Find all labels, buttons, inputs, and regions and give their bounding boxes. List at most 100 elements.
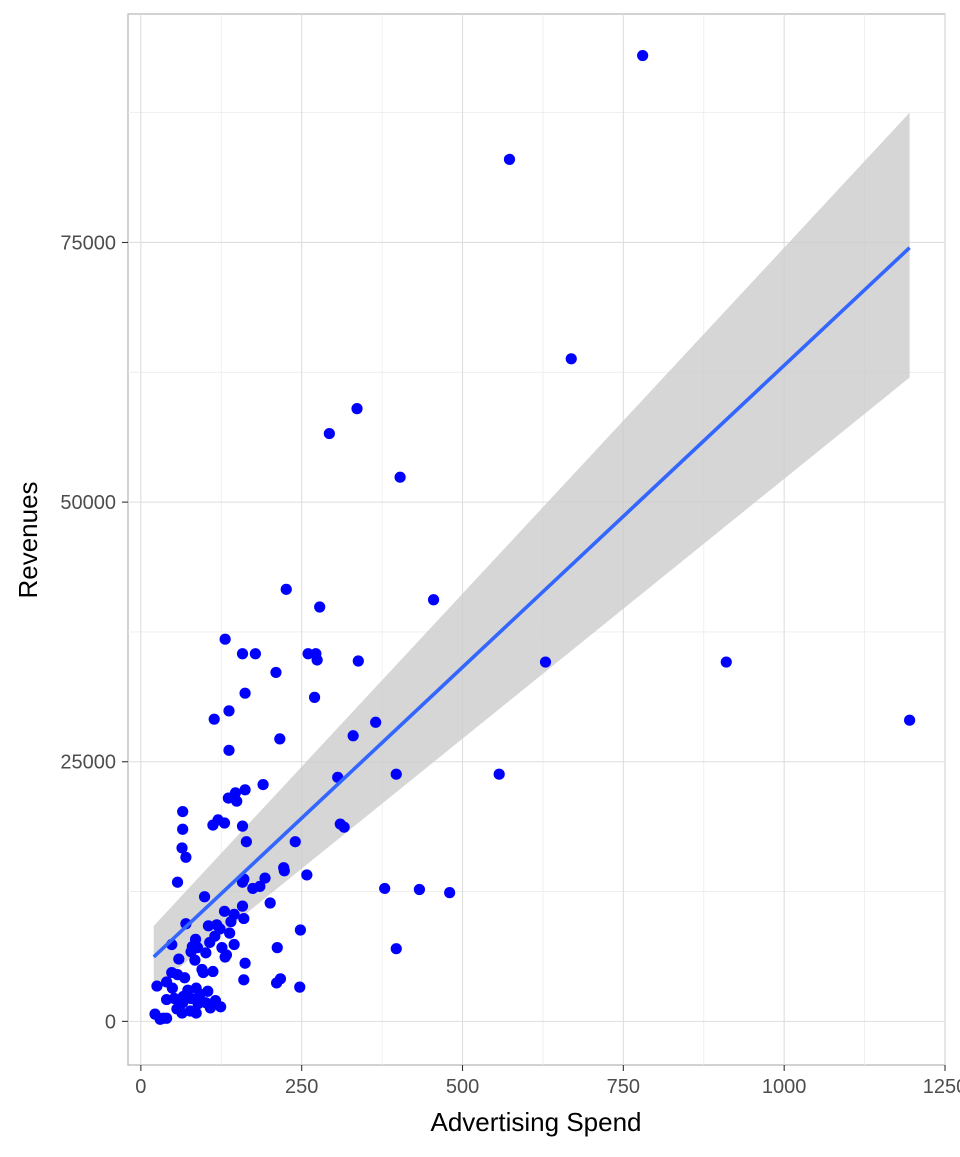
data-point [338, 821, 350, 833]
points-layer [149, 49, 916, 1025]
data-point [215, 1001, 227, 1013]
data-point [197, 966, 209, 979]
data-point [204, 936, 216, 949]
data-point [207, 965, 219, 978]
data-point [720, 656, 732, 668]
data-point [238, 974, 250, 986]
data-point [259, 872, 271, 884]
data-point [190, 1007, 202, 1019]
data-point [565, 353, 577, 365]
data-point [239, 687, 251, 699]
data-point [160, 993, 173, 1006]
data-point [236, 900, 249, 912]
data-point [271, 942, 283, 954]
data-point [370, 716, 382, 728]
confidence-band [153, 112, 910, 989]
data-point [264, 897, 276, 909]
y-tick-label: 25000 [60, 752, 116, 774]
data-point [271, 977, 283, 989]
data-point [173, 953, 185, 965]
data-point [219, 951, 231, 963]
data-point [427, 594, 440, 606]
data-point [207, 819, 219, 831]
data-point [314, 601, 326, 613]
data-point [352, 655, 364, 667]
data-point [176, 1007, 188, 1019]
x-tick-label: 0 [135, 1076, 146, 1098]
data-point [204, 1002, 216, 1014]
data-point [238, 912, 250, 925]
x-tick-label: 250 [285, 1076, 318, 1098]
x-tick-label: 750 [607, 1076, 640, 1098]
data-point [218, 817, 231, 829]
y-axis-ticks: 0 25000 50000 75000 [60, 232, 128, 1033]
fit-line-layer [152, 246, 911, 959]
data-point [200, 947, 212, 959]
data-point [278, 865, 290, 877]
data-point [301, 869, 313, 881]
data-point [202, 920, 215, 932]
data-point [444, 887, 456, 899]
data-point [228, 938, 240, 951]
data-point [224, 927, 236, 939]
data-point [257, 778, 269, 791]
data-point [180, 851, 192, 863]
data-point [904, 714, 916, 726]
data-point [503, 153, 516, 165]
data-point [249, 648, 261, 660]
data-point [179, 972, 191, 984]
x-tick-label: 500 [446, 1076, 479, 1098]
y-tick-label: 0 [105, 1011, 116, 1033]
data-point [177, 823, 189, 835]
data-point [189, 954, 201, 966]
data-point [323, 427, 335, 440]
data-point [240, 836, 252, 848]
y-tick-label: 75000 [60, 232, 116, 254]
data-point [390, 768, 402, 780]
data-point [379, 882, 391, 895]
data-point [223, 744, 235, 756]
data-point [239, 957, 251, 969]
data-point [151, 980, 163, 992]
data-point [166, 982, 178, 994]
fit-line [152, 246, 911, 959]
data-point [177, 805, 189, 818]
data-point [160, 1012, 173, 1024]
data-point [390, 943, 402, 955]
data-point [239, 784, 251, 796]
y-axis-title: Revenues [13, 481, 43, 598]
x-axis-title: Advertising Spend [430, 1107, 641, 1137]
data-point [413, 883, 426, 896]
x-tick-label: 1000 [762, 1076, 807, 1098]
data-point [247, 882, 259, 895]
data-point [311, 654, 323, 666]
data-point [637, 49, 649, 62]
data-point [194, 988, 206, 1000]
data-point [289, 836, 301, 848]
data-point [219, 633, 231, 645]
data-point [351, 403, 363, 415]
data-point [394, 471, 406, 483]
data-point [493, 768, 505, 780]
confidence-band-layer [153, 112, 910, 989]
data-point [171, 876, 184, 888]
data-point [274, 733, 286, 745]
data-point [280, 583, 292, 595]
data-point [294, 924, 307, 936]
data-point [176, 842, 188, 854]
data-point [223, 705, 235, 717]
data-point [539, 656, 552, 668]
data-point [270, 666, 282, 679]
y-tick-label: 50000 [60, 492, 116, 514]
data-point [294, 981, 306, 993]
data-point [236, 648, 249, 660]
data-point [236, 876, 249, 888]
data-point [208, 713, 220, 725]
data-point [225, 916, 237, 928]
data-point [308, 691, 321, 703]
data-point [236, 820, 249, 832]
data-point [218, 905, 231, 917]
